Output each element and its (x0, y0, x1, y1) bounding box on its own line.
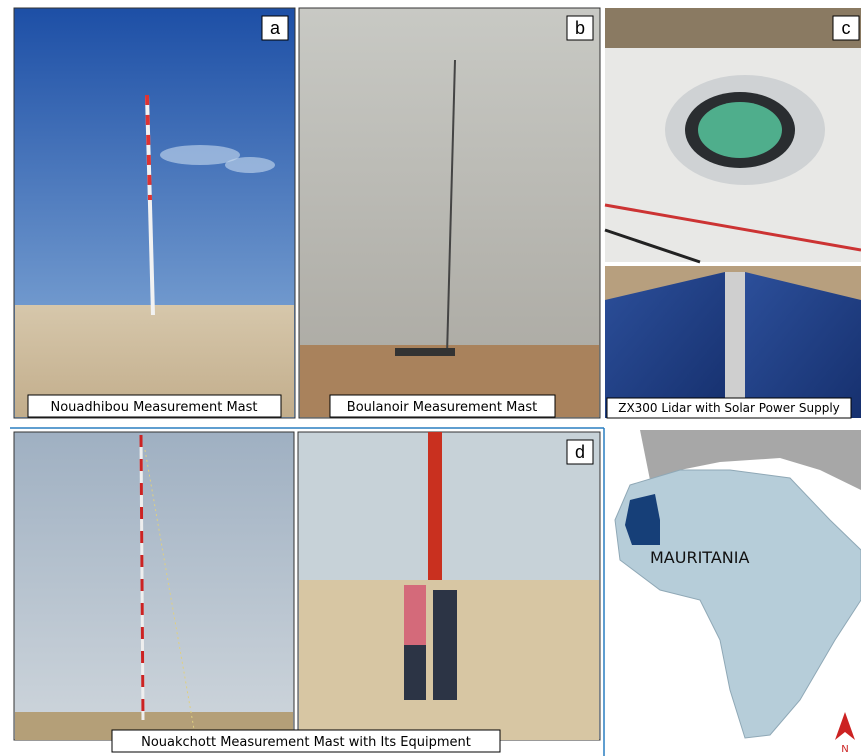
caption: Nouakchott Measurement Mast with Its Equ… (141, 735, 471, 750)
photo-a: a Nouadhibou Measurement Mast (13, 7, 296, 419)
caption: Nouadhibou Measurement Mast (51, 400, 258, 415)
photo-b: b Boulanoir Measurement Mast (298, 7, 601, 419)
photo-d: d Nouakchott Measurement Mast with Its E… (13, 431, 601, 753)
panel-label: a (270, 18, 281, 38)
north-arrow: N (841, 744, 848, 755)
photo-c: c ZX300 Lidar with Solar Power Supply (604, 8, 861, 419)
caption: ZX300 Lidar with Solar Power Supply (618, 401, 840, 415)
panel-label: b (575, 18, 585, 38)
map: MAURITANIA N (610, 430, 861, 756)
caption: Boulanoir Measurement Mast (347, 400, 537, 415)
map-label: MAURITANIA (650, 548, 749, 567)
panel-label: c (842, 18, 851, 38)
panel-label: d (575, 442, 585, 462)
